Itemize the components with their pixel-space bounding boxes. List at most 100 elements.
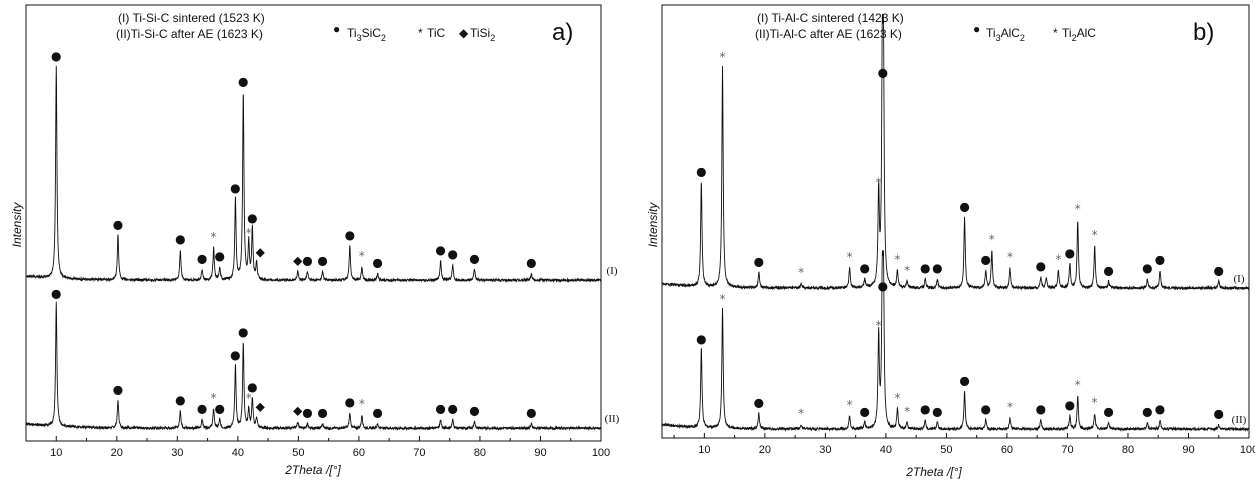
x-tick-label-a-80: 80 bbox=[474, 447, 486, 459]
chart-panel-b: 10 20 30 40 50 60 70 80 90 100 (I) (II) ● * ● * * ● * ● * *… bbox=[646, 4, 1255, 479]
peak-marker-a-1-17: ● bbox=[435, 243, 445, 257]
peak-marker-a-2-11: ◆ bbox=[293, 404, 303, 418]
peak-marker-b-1-5: ● bbox=[859, 261, 869, 275]
peak-markers-a: ●●●●*●●●*●◆◆ ● ●●* ●● ● ● ●●●●●*●●●*●◆ ◆ ● ●● *● ● ●… bbox=[51, 49, 537, 420]
y-axis-label-b: Intensity bbox=[646, 202, 660, 248]
x-tick-label-b-10: 10 bbox=[698, 444, 710, 456]
peak-marker-a-1-5: ● bbox=[214, 249, 224, 263]
peak-marker-a-2-19: ● bbox=[469, 404, 479, 418]
peak-marker-b-2-5: ● bbox=[859, 404, 869, 418]
x-tick-label-a-70: 70 bbox=[413, 447, 425, 459]
peak-marker-a-1-11: ◆ bbox=[293, 253, 303, 267]
peak-marker-a-2-14: ● bbox=[345, 395, 355, 409]
diffraction-curves-b: (I) (II) bbox=[661, 13, 1250, 433]
peak-marker-b-2-4: * bbox=[847, 398, 853, 412]
x-axis-ticks-b: 10 20 30 40 50 60 70 80 90 100 bbox=[673, 433, 1255, 456]
diffraction-curves-a: (I) (II) bbox=[25, 65, 620, 431]
peak-marker-b-2-21: ● bbox=[1155, 402, 1165, 416]
peak-marker-a-2-20: ● bbox=[526, 406, 536, 420]
panel-label-b: b) bbox=[1193, 19, 1214, 46]
y-axis-label-a: Intensity bbox=[10, 202, 24, 248]
legend-label-ti3sic2: Ti3SiC2 bbox=[347, 26, 386, 43]
peak-marker-b-2-18: * bbox=[1092, 396, 1098, 410]
peak-marker-b-2-22: ● bbox=[1214, 407, 1224, 421]
peak-marker-b-2-14: * bbox=[1007, 400, 1013, 414]
peak-marker-a-2-1: ● bbox=[113, 382, 123, 396]
peak-marker-b-1-17: * bbox=[1055, 252, 1061, 266]
peak-marker-b-2-6: * bbox=[876, 319, 882, 333]
chart-panel-a: 10 20 30 40 50 60 70 80 90 100 (I)(II) ●●●●*●●●*●… bbox=[10, 4, 620, 477]
peak-marker-b-1-18: ● bbox=[1065, 246, 1075, 260]
peak-marker-a-2-12: ● bbox=[302, 406, 312, 420]
plot-frame-b bbox=[661, 4, 1250, 439]
x-axis-ticks-a: 10 20 30 40 50 60 70 80 90 100 bbox=[25, 436, 610, 459]
peak-marker-a-2-8: * bbox=[246, 391, 252, 405]
legend-symbol-tisi2: ◆ bbox=[459, 26, 469, 40]
peak-marker-a-2-5: ● bbox=[214, 401, 224, 415]
peak-marker-a-2-4: * bbox=[211, 391, 217, 405]
peak-marker-a-2-15: * bbox=[359, 397, 365, 411]
x-tick-label-b-80: 80 bbox=[1122, 444, 1134, 456]
legend-symbol-ti3alc2: ● bbox=[973, 22, 980, 36]
x-tick-label-b-40: 40 bbox=[880, 444, 892, 456]
peak-marker-a-1-16: ● bbox=[372, 256, 382, 270]
peak-marker-b-1-6: * bbox=[876, 175, 882, 189]
diffraction-curve-a-2 bbox=[25, 301, 602, 431]
peak-marker-a-1-10: ◆ bbox=[256, 245, 266, 259]
peak-marker-a-2-9: ● bbox=[247, 380, 257, 394]
peak-marker-b-2-9: * bbox=[904, 404, 910, 418]
peak-marker-a-1-8: * bbox=[246, 226, 252, 240]
peak-marker-b-2-15: ● bbox=[1036, 402, 1046, 416]
peak-marker-a-2-18: ● bbox=[447, 401, 457, 415]
peak-marker-b-1-2: ● bbox=[754, 255, 764, 269]
peak-marker-a-1-14: ● bbox=[345, 228, 355, 242]
peak-marker-b-1-9: * bbox=[904, 263, 910, 277]
curve-label-a-1: (I) bbox=[607, 265, 618, 277]
x-tick-label-a-90: 90 bbox=[534, 447, 546, 459]
plot-frame-a bbox=[25, 4, 602, 442]
peak-marker-b-2-7: ● bbox=[878, 279, 888, 293]
peak-marker-b-1-7: ● bbox=[878, 65, 888, 79]
peak-marker-b-1-0: ● bbox=[696, 164, 706, 178]
peak-marker-b-1-11: ● bbox=[932, 261, 942, 275]
diffraction-curve-a-1 bbox=[25, 65, 602, 284]
x-tick-label-b-90: 90 bbox=[1182, 444, 1194, 456]
peak-marker-b-1-24: ● bbox=[1214, 263, 1224, 277]
peak-marker-b-2-10: ● bbox=[920, 402, 930, 416]
legend-symbol-tic: * bbox=[418, 26, 423, 40]
peak-marker-b-2-1: * bbox=[720, 292, 726, 306]
x-tick-label-b-60: 60 bbox=[1001, 444, 1013, 456]
peak-marker-b-2-19: ● bbox=[1103, 404, 1113, 418]
panel-label-a: a) bbox=[552, 19, 573, 46]
phase-legend-a: ● Ti3SiC2 * TiC ◆ TiSi2 bbox=[333, 22, 495, 43]
x-tick-label-b-50: 50 bbox=[940, 444, 952, 456]
peak-marker-b-1-16: ● bbox=[1036, 259, 1046, 273]
peak-marker-a-2-7: ● bbox=[238, 325, 248, 339]
legend-label-ti2alc: Ti2AlC bbox=[1062, 26, 1096, 43]
peak-marker-b-2-8: * bbox=[894, 391, 900, 405]
peak-marker-a-1-2: ● bbox=[175, 232, 185, 246]
peak-marker-a-1-20: ● bbox=[526, 256, 536, 270]
peak-marker-b-1-13: ● bbox=[981, 252, 991, 266]
peak-marker-a-1-1: ● bbox=[113, 217, 123, 231]
peak-marker-a-1-15: * bbox=[359, 249, 365, 263]
x-tick-label-b-30: 30 bbox=[819, 444, 831, 456]
peak-marker-b-2-2: ● bbox=[754, 396, 764, 410]
peak-marker-a-1-3: ● bbox=[197, 251, 207, 265]
legend-symbol-ti2alc: * bbox=[1053, 26, 1058, 40]
diffraction-curve-b-1 bbox=[661, 13, 1250, 291]
peak-marker-a-1-18: ● bbox=[447, 247, 457, 261]
peak-marker-a-1-9: ● bbox=[247, 211, 257, 225]
peak-marker-a-2-13: ● bbox=[317, 406, 327, 420]
legend-label-tic: TiC bbox=[427, 26, 446, 40]
x-axis-label-a: 2Theta /[°] bbox=[284, 463, 341, 477]
peak-marker-b-1-20: * bbox=[1092, 228, 1098, 242]
x-tick-label-a-20: 20 bbox=[111, 447, 123, 459]
peak-marker-a-1-12: ● bbox=[302, 253, 312, 267]
peak-marker-b-1-15: * bbox=[1007, 250, 1013, 264]
legend-line-b-2: (II)Ti-Al-C after AE (1623 K) bbox=[755, 27, 902, 41]
peak-marker-b-1-8: * bbox=[894, 252, 900, 266]
peak-marker-a-1-13: ● bbox=[317, 253, 327, 267]
phase-legend-b: ● Ti3AlC2 * Ti2AlC bbox=[973, 22, 1096, 43]
